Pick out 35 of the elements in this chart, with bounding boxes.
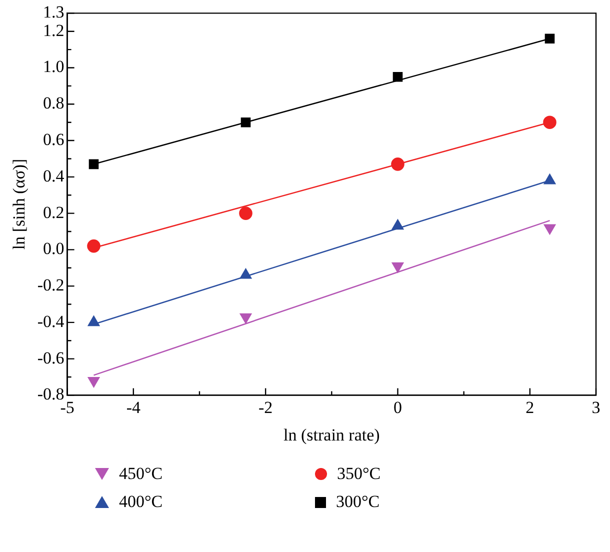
point [544,224,556,234]
point [88,377,100,388]
y-tick-label: 0.4 [43,166,65,186]
y-tick-label: 1.3 [43,2,64,22]
y-tick-label: 0.6 [43,130,64,149]
x-tick-label: 3 [592,398,600,417]
y-tick-label: 1.0 [43,57,64,76]
y-tick-label: -0.6 [37,348,64,368]
x-tick-label: 0 [393,398,402,417]
point [392,262,404,273]
point [239,206,252,220]
y-tick-label: -0.8 [37,384,64,404]
x-axis-title: ln (strain rate) [284,425,380,444]
point [392,72,403,82]
y-tick-label: -0.4 [37,312,65,331]
legend-label: 300°C [336,492,380,512]
point [88,159,99,170]
x-tick-label: 2 [526,398,534,417]
point [240,313,252,324]
legend-label: 400°C [119,492,163,512]
y-tick-label: 0.2 [43,202,64,222]
point [240,117,251,128]
point [391,158,404,171]
x-tick-label: -2 [258,398,273,417]
legend-label: 350°C [337,464,381,484]
y-tick-label: 0.0 [43,239,64,258]
y-tick-label: 0.8 [43,94,64,113]
legend-label: 450°C [119,464,163,484]
y-tick-label: 1.2 [43,20,64,40]
y-tick-label: -0.2 [37,276,64,295]
y-axis-title: ln [sinh (ασ)] [10,158,29,250]
point [543,116,556,129]
x-tick-label: -4 [126,398,141,417]
point [544,34,555,44]
point [87,239,100,253]
